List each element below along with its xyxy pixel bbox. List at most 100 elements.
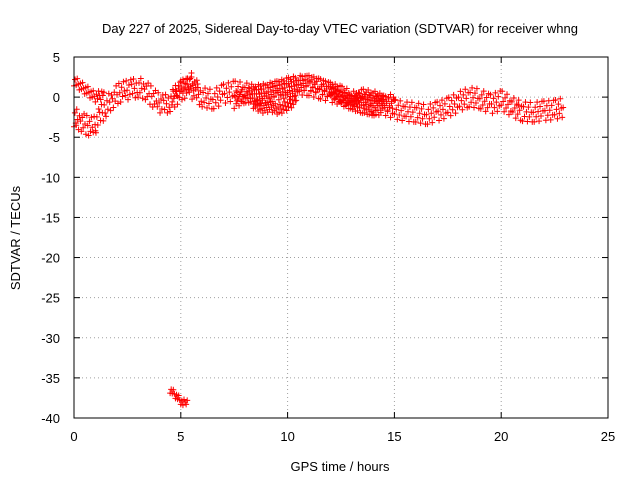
data-point: [106, 99, 113, 106]
data-point: [200, 89, 207, 96]
data-point: [125, 81, 132, 88]
data-point: [483, 94, 490, 101]
data-point: [160, 97, 167, 104]
data-point: [416, 110, 423, 117]
data-point: [537, 103, 544, 110]
data-point: [501, 108, 508, 115]
data-point: [131, 85, 138, 92]
data-point: [308, 76, 315, 83]
data-point: [193, 77, 200, 84]
data-point: [281, 84, 288, 91]
data-point: [434, 98, 441, 105]
data-point: [531, 118, 538, 125]
data-point: [413, 104, 420, 111]
data-point: [409, 109, 416, 116]
data-point: [255, 86, 262, 93]
data-point: [107, 107, 114, 114]
data-point: [526, 113, 533, 120]
data-point: [396, 112, 403, 119]
data-point: [388, 98, 395, 105]
data-point: [280, 95, 287, 102]
data-point: [97, 96, 104, 103]
data-point: [355, 98, 362, 105]
data-point: [419, 115, 426, 122]
data-point: [257, 100, 264, 107]
data-point: [88, 114, 95, 121]
data-point: [553, 106, 560, 113]
y-tick-label: -20: [41, 251, 60, 266]
data-point: [258, 90, 265, 97]
data-point: [179, 90, 186, 97]
data-point: [279, 88, 286, 95]
data-point: [449, 106, 456, 113]
data-point: [203, 94, 210, 101]
data-point: [104, 106, 111, 113]
data-point: [340, 87, 347, 94]
data-point: [459, 106, 466, 113]
data-point: [461, 101, 468, 108]
data-point: [500, 98, 507, 105]
data-point: [322, 78, 329, 85]
data-point: [245, 84, 252, 91]
data-point: [236, 102, 243, 109]
y-tick-label: -10: [41, 170, 60, 185]
data-point: [387, 114, 394, 121]
data-point: [90, 87, 97, 94]
data-point: [114, 100, 121, 107]
data-point: [232, 78, 239, 85]
data-point: [360, 86, 367, 93]
y-tick-label: -35: [41, 371, 60, 386]
data-point: [217, 97, 224, 104]
data-point: [287, 100, 294, 107]
data-point: [84, 83, 91, 90]
data-point: [298, 84, 305, 91]
data-point: [222, 99, 229, 106]
data-point: [535, 108, 542, 115]
data-point: [431, 114, 438, 121]
data-point: [163, 100, 170, 107]
data-point: [116, 89, 123, 96]
data-point: [257, 82, 264, 89]
data-point: [272, 100, 279, 107]
data-point: [292, 97, 299, 104]
data-point: [385, 95, 392, 102]
data-point: [231, 105, 238, 112]
data-point: [126, 91, 133, 98]
data-point: [216, 88, 223, 95]
data-point: [370, 108, 377, 115]
data-point: [204, 90, 211, 97]
data-point: [135, 79, 142, 86]
data-point: [92, 98, 99, 105]
data-point: [221, 90, 228, 97]
data-point: [489, 110, 496, 117]
data-point: [504, 101, 511, 108]
data-point: [259, 97, 266, 104]
data-point: [243, 80, 250, 87]
data-point: [179, 96, 186, 103]
data-point: [525, 104, 532, 111]
data-point: [174, 101, 181, 108]
data-point: [78, 128, 85, 135]
data-point: [299, 73, 306, 80]
data-point: [455, 94, 462, 101]
data-point: [214, 93, 221, 100]
data-point: [394, 116, 401, 123]
data-point: [225, 79, 232, 86]
data-point: [145, 80, 152, 87]
data-point: [237, 78, 244, 85]
data-point: [511, 105, 518, 112]
data-point: [209, 96, 216, 103]
data-point: [439, 106, 446, 113]
data-point: [242, 99, 249, 106]
data-point: [495, 93, 502, 100]
data-point: [307, 87, 314, 94]
data-point: [391, 110, 398, 117]
data-point: [468, 99, 475, 106]
data-point: [282, 103, 289, 110]
data-point: [516, 107, 523, 114]
data-point: [371, 88, 378, 95]
data-point: [248, 87, 255, 94]
data-point: [350, 101, 357, 108]
data-point: [280, 106, 287, 113]
data-point: [85, 132, 92, 139]
